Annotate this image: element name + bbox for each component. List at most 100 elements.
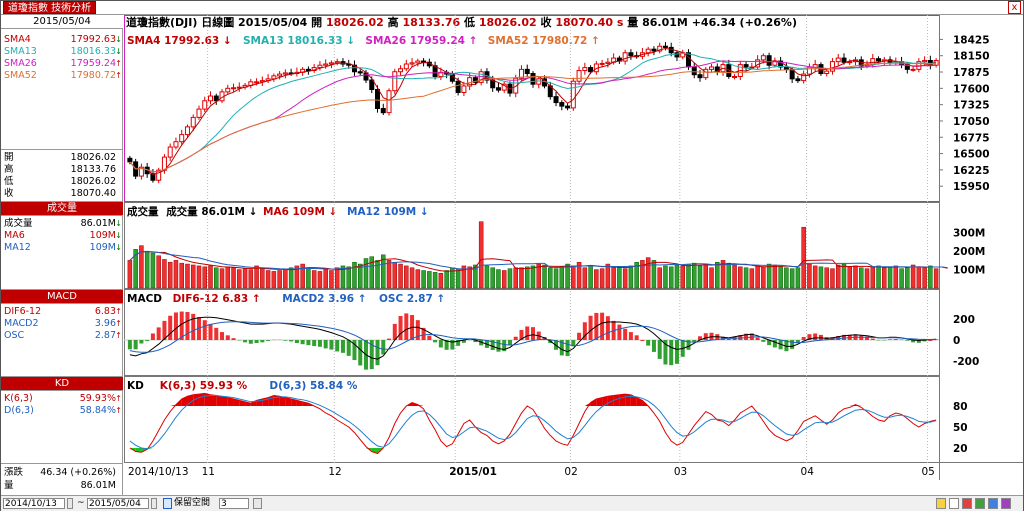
candle-body — [674, 52, 680, 58]
end-date-dropdown-icon[interactable] — [151, 498, 157, 509]
volume-bar — [185, 263, 190, 289]
start-date-field[interactable]: 2014/10/13 — [3, 498, 65, 509]
macd-signal-line — [129, 321, 937, 353]
tool-cursor-icon[interactable] — [949, 498, 959, 509]
tool-settings-icon[interactable] — [1001, 498, 1011, 509]
candle-body — [645, 48, 651, 54]
volume-ma6-line — [129, 251, 948, 272]
macd-tick-label: -200 — [953, 356, 979, 368]
macd-tick-label: 0 — [953, 335, 960, 347]
volume-bar — [588, 265, 593, 289]
price-legend-item: SMA26 17959.24 ↑ — [365, 35, 477, 47]
candle-body — [922, 59, 928, 63]
change-row-label: 漲跌 — [4, 467, 24, 478]
macd-osc-bar — [911, 340, 916, 343]
volume-bar — [473, 264, 478, 289]
macd-osc-bar — [646, 340, 651, 346]
volume-bar — [553, 268, 559, 289]
volume-bar — [703, 263, 709, 289]
x-tick-label: 2015/01 — [449, 466, 497, 478]
left-info-panel: 2015/05/04 SMA4 17992.63 ↓ SMA13 18016.33 ↓ SMA… — [1, 15, 123, 495]
macd-row-label: MACD2 — [4, 318, 39, 329]
volume-bar — [663, 265, 668, 289]
macd-header[interactable]: MACD — [1, 290, 123, 304]
volume-bar — [680, 265, 685, 289]
candle-body — [709, 66, 715, 70]
candle-body — [824, 70, 830, 75]
macd-osc-bar — [231, 338, 236, 340]
macd-osc-bar — [185, 312, 190, 340]
date-range-separator: ~ — [77, 498, 85, 508]
kd-overbought-fill — [291, 399, 297, 406]
macd-osc-bar — [663, 340, 668, 365]
volume-bar — [876, 265, 881, 289]
x-tick-label: 04 — [801, 466, 815, 478]
macd-osc-bar — [934, 339, 939, 340]
start-date-dropdown-icon[interactable] — [67, 498, 73, 509]
keep-space-icon[interactable] — [163, 498, 172, 509]
macd-osc-bar — [674, 340, 679, 364]
candle-body — [605, 61, 611, 64]
volume-bar — [536, 263, 542, 289]
volume-bar — [369, 256, 375, 289]
macd-row: OSC 2.87 ↑ — [1, 330, 123, 341]
candle-body — [691, 66, 697, 76]
window-tab[interactable]: 道瓊指數 技術分析 — [3, 1, 97, 14]
volume-bar — [905, 267, 910, 289]
volume-bar — [801, 226, 806, 289]
keep-space-spin-icon[interactable] — [253, 498, 262, 509]
keep-space-field[interactable]: 3 — [219, 498, 249, 509]
volume-bar — [605, 263, 611, 289]
candle-body — [530, 73, 536, 85]
volume-header[interactable]: 成交量 — [1, 202, 123, 216]
volume-legend-item: MA6 109M ↓ — [263, 206, 337, 218]
header-part: 道瓊指數(DJI) — [126, 15, 201, 29]
volume-bar — [438, 273, 444, 289]
kd-header[interactable]: KD — [1, 377, 123, 391]
macd-osc-bar — [744, 333, 749, 340]
macd-osc-bar — [559, 340, 564, 356]
kd-overbought-fill — [619, 394, 626, 406]
volume-bar — [928, 265, 933, 289]
candle-body — [305, 68, 311, 72]
volume-bar — [219, 268, 225, 289]
bottom-toolbar: 2014/10/13 ~ 2015/05/04 保留空間 3 — [1, 495, 1023, 511]
macd-osc-bar — [398, 315, 403, 340]
volume-bar — [179, 262, 184, 289]
macd-osc-bar — [254, 340, 259, 344]
candle-body — [127, 157, 133, 163]
macd-osc-bar — [473, 340, 478, 343]
end-date-field[interactable]: 2015/05/04 — [87, 498, 149, 509]
candle-body — [766, 55, 772, 66]
volume-bar — [686, 263, 691, 289]
volume-bar — [726, 262, 732, 289]
kd-overbought-fill — [285, 397, 292, 406]
chart-svg[interactable]: 道瓊指數(DJI) 日線圖 2015/05/04 開 18026.02 高 18… — [124, 15, 1023, 495]
macd-osc-bar — [726, 338, 731, 340]
tool-lock-icon[interactable] — [936, 498, 946, 509]
candle-body — [403, 63, 409, 70]
macd-osc-bar — [836, 336, 841, 340]
volume-bar — [559, 266, 565, 289]
vol-row: 量 86.01M — [1, 480, 123, 491]
candle-body — [743, 64, 749, 68]
macd-osc-bar — [698, 336, 703, 340]
volume-bar — [818, 266, 824, 289]
price-legend-item: SMA13 18016.33 ↓ — [243, 35, 355, 47]
macd-legend-item: MACD2 3.96 ↑ — [282, 293, 366, 305]
volume-bar — [715, 261, 720, 289]
date-header: 2015/05/04 — [1, 15, 123, 29]
tool-line-icon[interactable] — [975, 498, 985, 509]
tool-zoom-icon[interactable] — [988, 498, 998, 509]
volume-bar — [167, 261, 173, 289]
tool-draw-icon[interactable] — [962, 498, 972, 509]
close-icon[interactable]: x — [1008, 1, 1021, 14]
macd-osc-bar — [669, 340, 674, 366]
volume-bar — [260, 268, 265, 289]
macd-osc-bar — [248, 340, 253, 344]
volume-bar — [732, 264, 737, 289]
volume-bar — [582, 267, 588, 289]
candle-body — [317, 64, 323, 69]
volume-tick-label: 300M — [953, 228, 985, 240]
